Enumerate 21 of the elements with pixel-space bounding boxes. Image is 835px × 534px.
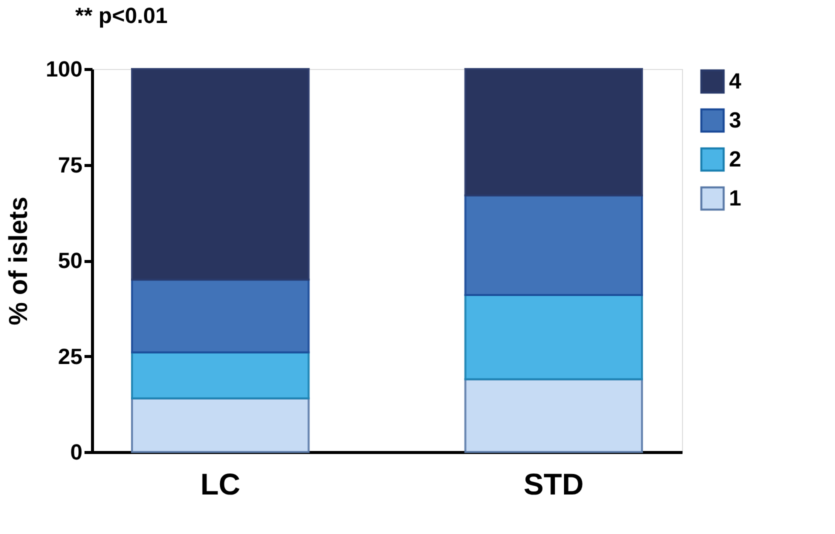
y-tick-label: 50 (58, 248, 82, 273)
bar (131, 278, 310, 354)
legend-label: 1 (729, 186, 742, 210)
legend-label: 4 (729, 68, 742, 94)
y-axis-title: % of islets (2, 196, 33, 326)
y-tick-label: 75 (58, 152, 82, 178)
bar (464, 68, 643, 196)
bar (131, 397, 310, 453)
legend-label: 3 (729, 108, 742, 132)
bar (131, 68, 310, 281)
bar (464, 294, 643, 380)
legend-label: 2 (729, 146, 742, 172)
y-tick-label: 100 (46, 56, 82, 82)
bar (464, 378, 643, 453)
bar (131, 351, 310, 400)
x-tick-label: STD (524, 468, 584, 502)
y-tick-label: 25 (58, 344, 82, 369)
y-tick-label: 0 (70, 440, 82, 464)
text: ** p<0.01 (75, 3, 168, 28)
bar (464, 194, 643, 296)
x-tick-label: LC (200, 468, 240, 502)
